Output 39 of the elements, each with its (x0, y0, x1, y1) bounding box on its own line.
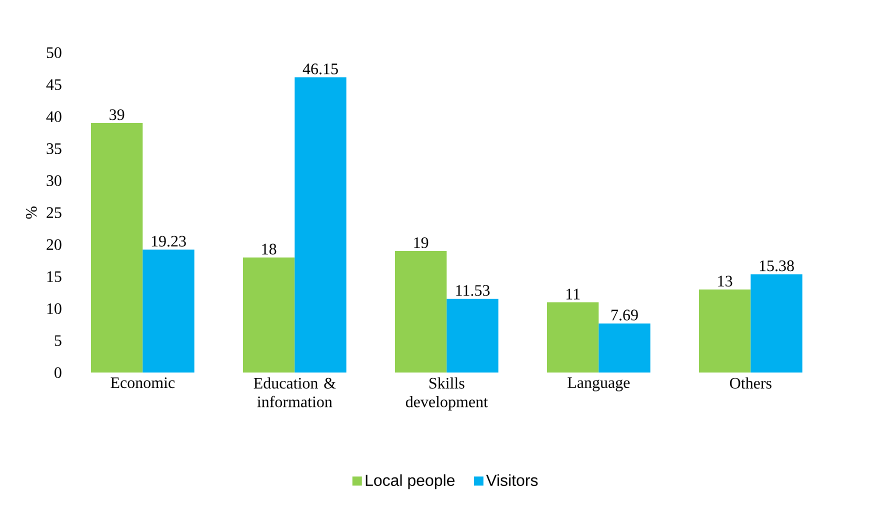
x-tick-label: Economic (110, 377, 175, 388)
bar (750, 274, 802, 373)
data-label: 15.38 (760, 260, 794, 272)
y-tick-label: 15 (47, 271, 62, 282)
data-label: 19 (414, 237, 428, 248)
x-tick-label: Others (730, 377, 772, 389)
y-tick-label: 30 (46, 175, 62, 186)
x-tick-label: Education & information (254, 377, 336, 408)
data-label: 11 (566, 288, 580, 300)
bar (394, 251, 447, 373)
legend-label: Visitors (486, 474, 538, 486)
x-tick-label: Language (568, 377, 630, 392)
y-tick-label: 25 (46, 207, 62, 218)
data-label: 7.69 (612, 310, 638, 321)
bar (598, 323, 650, 373)
x-tick-label: Skills development (406, 377, 488, 411)
y-tick-label: 50 (46, 47, 62, 58)
data-label: 18 (262, 244, 276, 255)
data-label: 46.15 (302, 64, 338, 74)
y-axis-title: % (26, 206, 37, 219)
y-tick-label: 20 (46, 239, 62, 250)
bar (90, 123, 143, 373)
bar (698, 289, 751, 373)
bar (142, 250, 194, 373)
bar (546, 302, 599, 373)
y-tick-label: 40 (46, 111, 62, 122)
bar (242, 257, 295, 373)
y-tick-label: 0 (54, 367, 62, 378)
y-tick-label: 45 (46, 79, 62, 90)
bar (294, 77, 346, 373)
bar (446, 298, 498, 373)
y-tick-label: 5 (54, 335, 62, 346)
data-label: 13 (718, 276, 732, 287)
data-label: 39 (110, 109, 124, 120)
legend-label: Local people (366, 474, 455, 490)
data-label: 19.23 (152, 236, 186, 247)
y-tick-label: 35 (46, 143, 62, 154)
y-tick-label: 10 (47, 303, 62, 314)
data-label: 11.53 (456, 285, 490, 296)
